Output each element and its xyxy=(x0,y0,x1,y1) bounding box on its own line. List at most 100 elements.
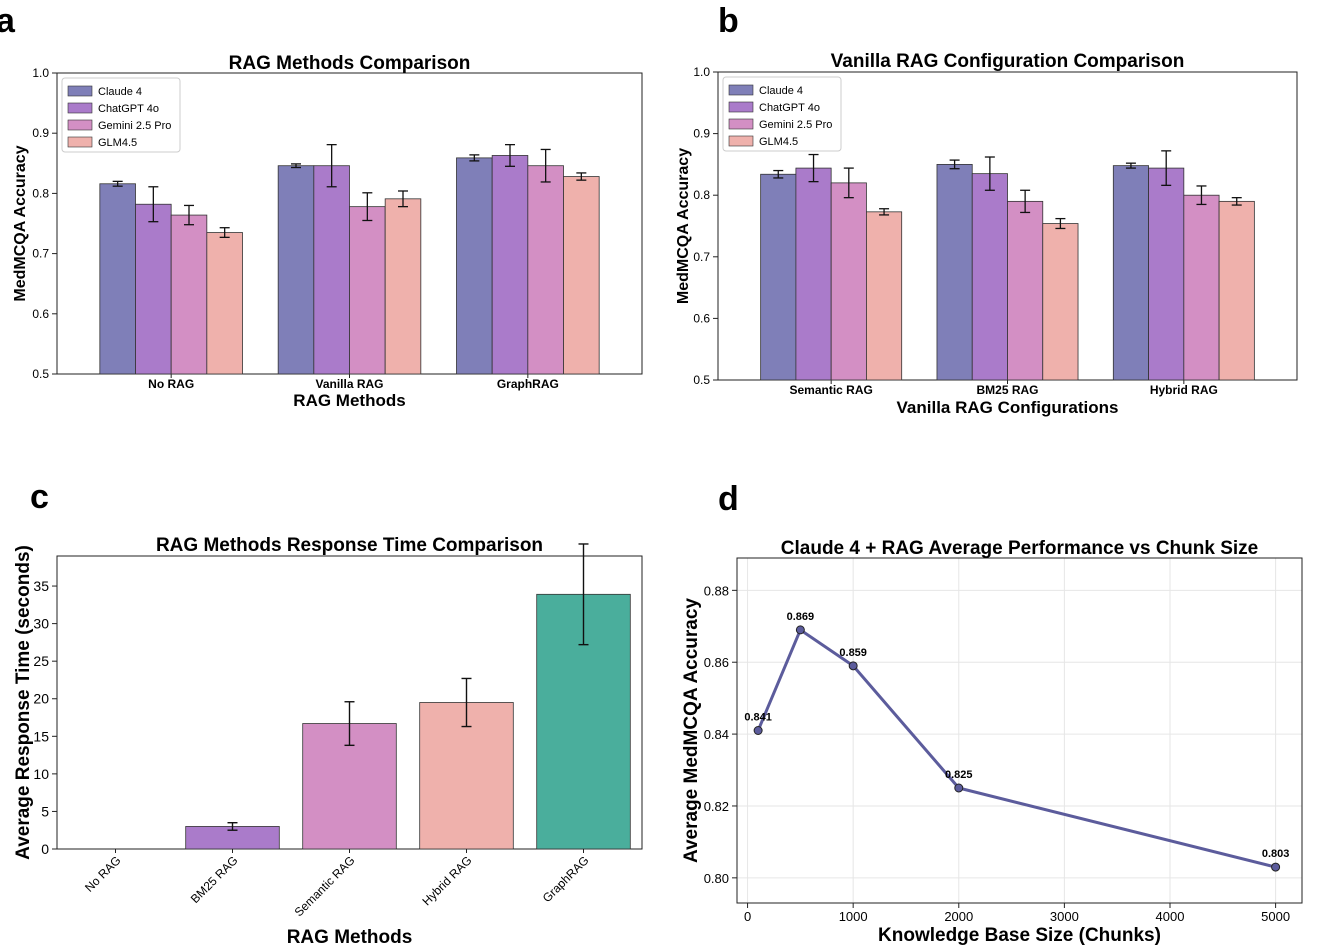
bar xyxy=(936,163,973,381)
bar xyxy=(1042,223,1079,381)
x-tick-label: BM25 RAG xyxy=(188,853,241,906)
y-tick-label: 0 xyxy=(41,841,49,857)
y-axis-label: Average Response Time (seconds) xyxy=(13,545,34,860)
bar xyxy=(795,167,832,381)
data-label: 0.841 xyxy=(744,712,772,724)
y-tick-label: 0.5 xyxy=(32,367,49,381)
bar xyxy=(1112,165,1149,381)
x-tick-label: No RAG xyxy=(82,853,123,894)
x-tick-label: Semantic RAG xyxy=(292,853,358,919)
chart-title: Vanilla RAG Configuration Comparison xyxy=(831,51,1185,72)
x-tick-label: 1000 xyxy=(839,909,868,924)
bar xyxy=(456,157,493,375)
data-point xyxy=(954,783,964,793)
chart-title: RAG Methods Response Time Comparison xyxy=(156,535,543,556)
y-tick-label: 0.7 xyxy=(32,247,49,261)
x-axis-label: RAG Methods xyxy=(287,927,413,947)
data-label: 0.859 xyxy=(839,647,867,659)
bar xyxy=(1183,194,1220,381)
bar xyxy=(563,176,600,375)
x-tick-label: Semantic RAG xyxy=(789,383,872,397)
x-tick-label: 5000 xyxy=(1261,909,1290,924)
bar xyxy=(277,165,315,375)
x-tick-label: Hybrid RAG xyxy=(419,853,474,908)
data-point xyxy=(795,625,805,635)
x-tick-label: No RAG xyxy=(148,377,194,391)
panel-label: c xyxy=(30,478,49,516)
bar xyxy=(1148,167,1185,381)
bar xyxy=(1007,200,1044,381)
bar xyxy=(313,165,350,375)
panel-label: b xyxy=(718,2,739,40)
legend xyxy=(61,77,181,153)
legend-label: Gemini 2.5 Pro xyxy=(98,120,171,132)
legend-swatch xyxy=(728,101,754,113)
x-tick-label: 0 xyxy=(744,909,751,924)
y-tick-label: 1.0 xyxy=(32,66,49,80)
y-tick-label: 0.80 xyxy=(704,871,729,886)
y-axis-label: MedMCQA Accuracy xyxy=(12,145,29,301)
bar xyxy=(170,214,208,375)
legend-label: ChatGPT 4o xyxy=(759,102,820,114)
legend-label: GLM4.5 xyxy=(759,136,798,148)
y-tick-label: 15 xyxy=(33,728,49,744)
y-tick-label: 0.9 xyxy=(32,126,49,140)
x-tick-label: Vanilla RAG xyxy=(315,377,383,391)
y-tick-label: 0.88 xyxy=(704,583,729,598)
bar xyxy=(760,173,797,381)
bar xyxy=(971,173,1008,381)
legend-label: Claude 4 xyxy=(759,85,803,97)
data-point xyxy=(848,661,858,671)
bar xyxy=(206,232,243,375)
panel-label: a xyxy=(0,2,16,40)
y-tick-label: 0.82 xyxy=(704,799,729,814)
chart-title: RAG Methods Comparison xyxy=(229,53,471,74)
bar xyxy=(1218,200,1255,381)
panel-label: d xyxy=(718,480,739,518)
plot-frame xyxy=(736,557,1303,904)
x-tick-label: 4000 xyxy=(1156,909,1185,924)
y-tick-label: 0.84 xyxy=(704,727,729,742)
bar xyxy=(99,183,136,375)
y-tick-label: 10 xyxy=(33,766,49,782)
legend-label: GLM4.5 xyxy=(98,137,137,149)
legend-swatch xyxy=(728,135,754,147)
y-tick-label: 20 xyxy=(33,691,49,707)
y-tick-label: 0.8 xyxy=(32,186,49,200)
legend-label: ChatGPT 4o xyxy=(98,103,159,115)
y-tick-label: 0.6 xyxy=(693,311,710,325)
y-tick-label: 0.9 xyxy=(693,127,710,141)
data-label: 0.803 xyxy=(1262,848,1290,860)
x-tick-label: 2000 xyxy=(944,909,973,924)
legend-swatch xyxy=(67,119,93,131)
y-axis-label: MedMCQA Accuracy xyxy=(675,148,692,304)
chart-title: Claude 4 + RAG Average Performance vs Ch… xyxy=(781,538,1258,559)
x-axis-label: Vanilla RAG Configurations xyxy=(897,398,1119,417)
bar xyxy=(384,198,422,375)
y-tick-label: 5 xyxy=(41,803,49,819)
x-tick-label: GraphRAG xyxy=(540,853,592,905)
legend-label: Claude 4 xyxy=(98,86,142,98)
y-tick-label: 0.8 xyxy=(693,188,710,202)
x-tick-label: 3000 xyxy=(1050,909,1079,924)
legend-swatch xyxy=(67,136,93,148)
bar xyxy=(830,182,867,381)
y-axis-label: Average MedMCQA Accuracy xyxy=(681,598,702,863)
y-tick-label: 30 xyxy=(33,616,49,632)
y-tick-label: 0.7 xyxy=(693,250,710,264)
x-tick-label: BM25 RAG xyxy=(976,383,1038,397)
bar xyxy=(491,155,529,375)
y-tick-label: 0.6 xyxy=(32,307,49,321)
x-tick-label: GraphRAG xyxy=(497,377,559,391)
x-axis-label: RAG Methods xyxy=(293,391,405,410)
legend-swatch xyxy=(728,118,754,130)
x-axis-label: Knowledge Base Size (Chunks) xyxy=(878,925,1161,946)
data-point xyxy=(753,726,763,735)
legend-swatch xyxy=(67,85,93,97)
legend-label: Gemini 2.5 Pro xyxy=(759,119,832,131)
data-label: 0.825 xyxy=(945,769,973,781)
legend-swatch xyxy=(67,102,93,114)
y-tick-label: 35 xyxy=(33,578,49,594)
legend xyxy=(722,76,842,152)
